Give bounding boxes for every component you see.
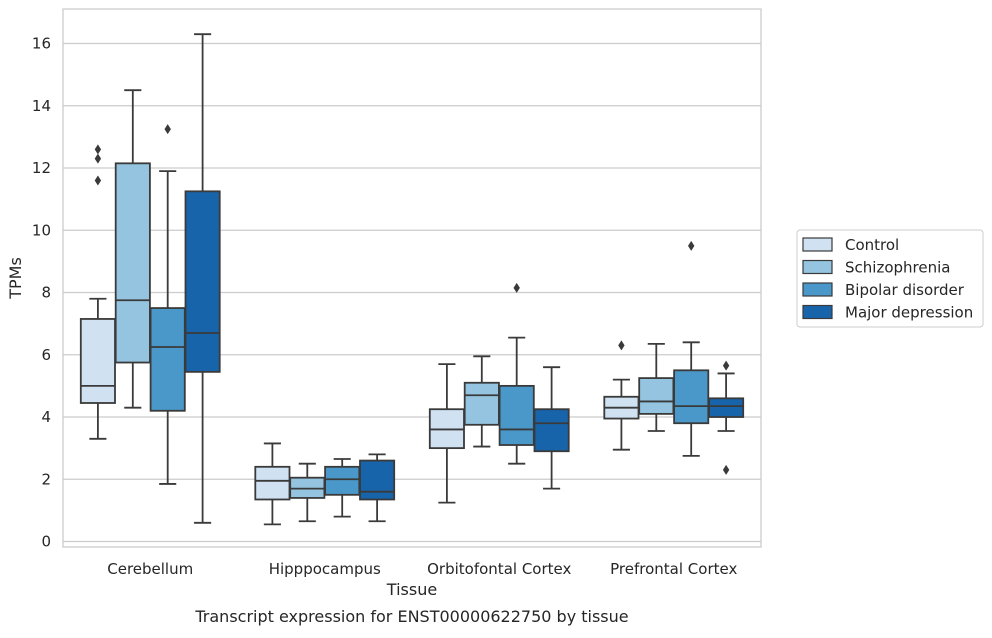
series-schizophrenia <box>114 89 675 523</box>
y-tick-label: 14 <box>32 97 51 115</box>
y-tick-label: 16 <box>32 35 51 53</box>
outlier-point <box>618 340 625 351</box>
y-tick-label: 6 <box>41 346 51 364</box>
box <box>673 369 710 425</box>
outlier-point <box>688 240 695 251</box>
outlier-point <box>513 282 520 293</box>
y-axis-ticks: 0 2 4 6 8 10 12 14 16 <box>32 35 51 551</box>
series-bipolar-disorder <box>149 124 710 518</box>
x-tick-label: Orbitofontal Cortex <box>427 560 571 578</box>
y-tick-label: 2 <box>41 470 51 488</box>
legend-swatch <box>802 304 833 320</box>
y-tick-label: 4 <box>41 408 51 426</box>
legend-frame <box>796 229 984 328</box>
x-tick-label: Cerebellum <box>107 560 193 578</box>
chart-caption: Transcript expression for ENST0000062275… <box>194 607 628 626</box>
x-tick-label: Prefrontal Cortex <box>610 560 737 578</box>
box <box>638 377 675 415</box>
x-axis-ticks: Cerebellum Hipppocampus Orbitofontal Corte… <box>107 560 737 578</box>
box <box>324 465 361 496</box>
legend: Control Schizophrenia Bipolar disorder Majo… <box>796 229 984 328</box>
plot-area-frame <box>62 8 762 548</box>
box <box>359 459 396 501</box>
box <box>149 307 186 412</box>
box <box>533 408 570 453</box>
y-tick-label: 0 <box>41 533 51 551</box>
box <box>498 384 535 446</box>
y-tick-label: 8 <box>41 284 51 302</box>
x-axis-label: Tissue <box>386 580 437 599</box>
box <box>463 381 500 426</box>
outlier-point <box>722 360 730 371</box>
outlier-point <box>94 153 102 164</box>
legend-items: Control Schizophrenia Bipolar disorder Majo… <box>802 236 973 322</box>
legend-label: Schizophrenia <box>845 259 950 277</box>
box-series <box>79 33 745 526</box>
box <box>114 162 151 364</box>
legend-label: Control <box>845 236 899 254</box>
y-tick-label: 12 <box>32 159 51 177</box>
outlier-point <box>94 144 102 155</box>
outlier-point <box>164 124 171 135</box>
y-axis-label: TPMs <box>6 257 25 300</box>
legend-label: Bipolar disorder <box>845 281 965 299</box>
box <box>184 190 221 373</box>
box <box>708 397 745 418</box>
box <box>254 465 291 501</box>
series-control <box>79 144 640 526</box>
series-major-depression <box>184 33 745 524</box>
legend-swatch <box>802 259 833 275</box>
legend-swatch <box>802 237 833 252</box>
legend-swatch <box>802 282 833 297</box>
outlier-point <box>94 175 102 186</box>
outlier-point <box>722 464 730 475</box>
box <box>79 318 116 404</box>
legend-label: Major depression <box>845 304 973 322</box>
y-tick-label: 10 <box>32 221 51 239</box>
x-tick-label: Hipppocampus <box>269 560 381 578</box>
